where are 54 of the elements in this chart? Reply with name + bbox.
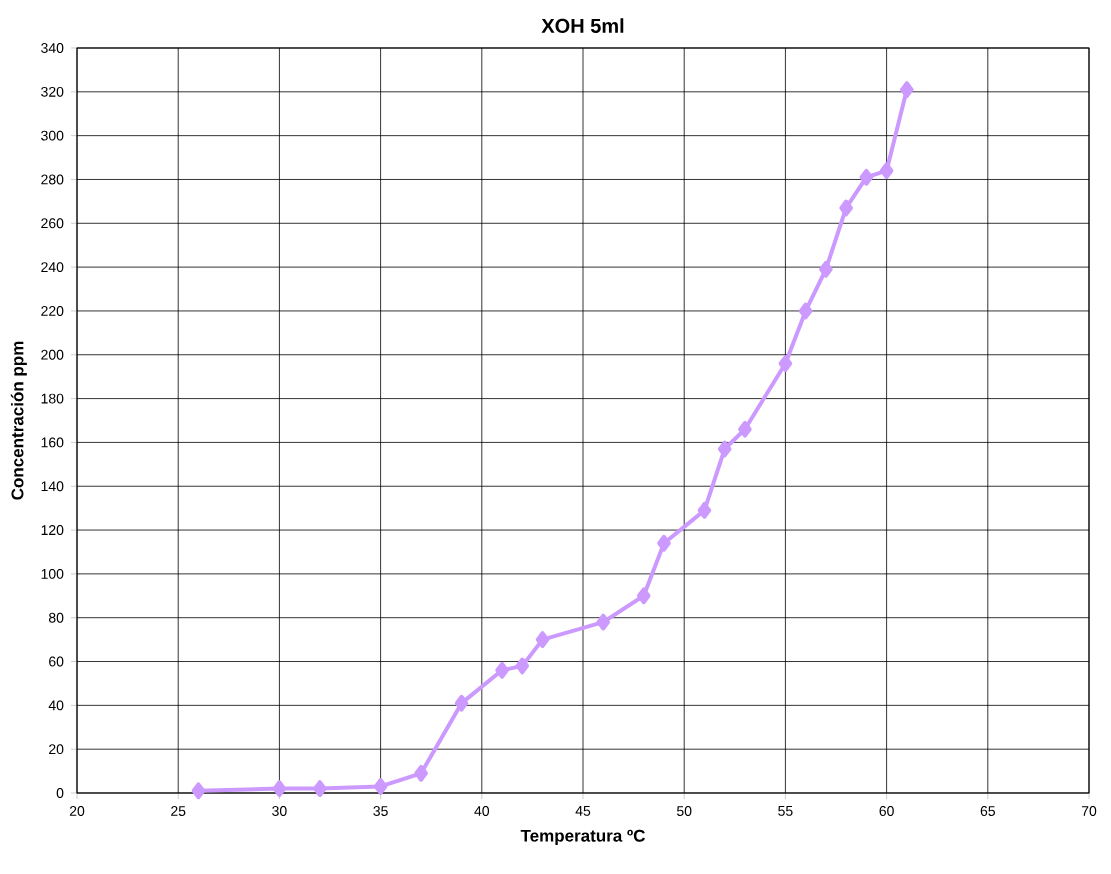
point [414, 764, 428, 782]
point [717, 440, 732, 458]
x-tick-label: 65 [980, 806, 995, 816]
y-tick-label: 200 [41, 349, 64, 360]
point [697, 501, 712, 519]
point [535, 631, 550, 649]
y-axis-title: Concentración ppm [10, 341, 27, 500]
x-tick-label: 20 [69, 806, 85, 816]
y-tick-label: 240 [41, 262, 64, 273]
x-tick-label: 60 [879, 806, 894, 816]
chart-title: XOH 5ml [541, 18, 624, 33]
y-tick-label: 260 [41, 218, 64, 229]
y-tick-label: 120 [41, 525, 64, 535]
y-tick-label: 20 [49, 744, 64, 755]
point [798, 302, 813, 320]
y-tick-label: 60 [49, 656, 64, 667]
x-tick-label: 50 [676, 806, 692, 816]
point [596, 613, 611, 631]
point [373, 778, 388, 795]
point [819, 260, 833, 278]
y-tick-label: 320 [41, 86, 64, 97]
point [879, 162, 894, 180]
point [454, 694, 469, 712]
point [191, 782, 206, 800]
y-tick-label: 340 [41, 43, 64, 53]
point [657, 534, 671, 552]
y-tick-label: 220 [41, 306, 64, 316]
x-tick-label: 40 [474, 806, 490, 816]
y-tick-label: 0 [56, 788, 64, 798]
y-tick-label: 100 [41, 568, 64, 579]
y-tick-label: 300 [41, 130, 64, 141]
y-tick-label: 180 [41, 393, 64, 404]
x-tick-label: 35 [373, 806, 388, 816]
x-tick-label: 55 [778, 806, 793, 816]
x-tick-label: 30 [272, 806, 287, 816]
point [778, 355, 793, 372]
point [495, 661, 509, 679]
y-tick-label: 160 [41, 437, 64, 448]
point [636, 587, 651, 605]
x-tick-label: 45 [575, 806, 591, 816]
y-tick-label: 80 [48, 612, 64, 623]
y-tick-label: 280 [41, 174, 64, 185]
point [839, 199, 853, 217]
point [313, 780, 327, 798]
x-tick-label: 70 [1081, 806, 1097, 816]
point [900, 81, 914, 99]
y-tick-label: 40 [48, 700, 64, 711]
point [515, 657, 530, 675]
x-axis-title: Temperatura ºC [520, 829, 645, 846]
point [272, 780, 287, 798]
x-tick-label: 25 [171, 806, 186, 816]
y-tick-label: 140 [41, 481, 64, 492]
point [859, 168, 874, 186]
point [738, 420, 752, 438]
